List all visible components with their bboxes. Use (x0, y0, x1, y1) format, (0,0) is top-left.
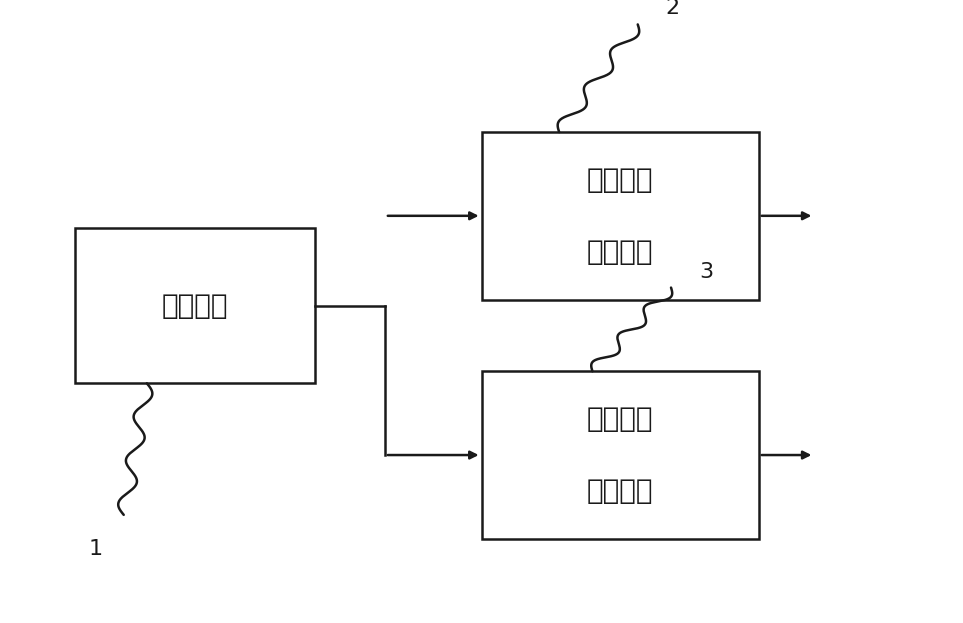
Text: 第一无线: 第一无线 (586, 166, 654, 194)
Bar (482, 132, 759, 300)
Text: 时钟电路: 时钟电路 (162, 292, 228, 320)
Text: 发射电路: 发射电路 (586, 477, 654, 505)
Text: 2: 2 (665, 0, 680, 19)
Text: 3: 3 (699, 262, 713, 282)
Bar (75, 228, 315, 383)
Text: 1: 1 (89, 539, 103, 559)
Bar (482, 371, 759, 539)
Text: 第二无线: 第二无线 (586, 405, 654, 433)
Text: 发射电路: 发射电路 (586, 238, 654, 265)
